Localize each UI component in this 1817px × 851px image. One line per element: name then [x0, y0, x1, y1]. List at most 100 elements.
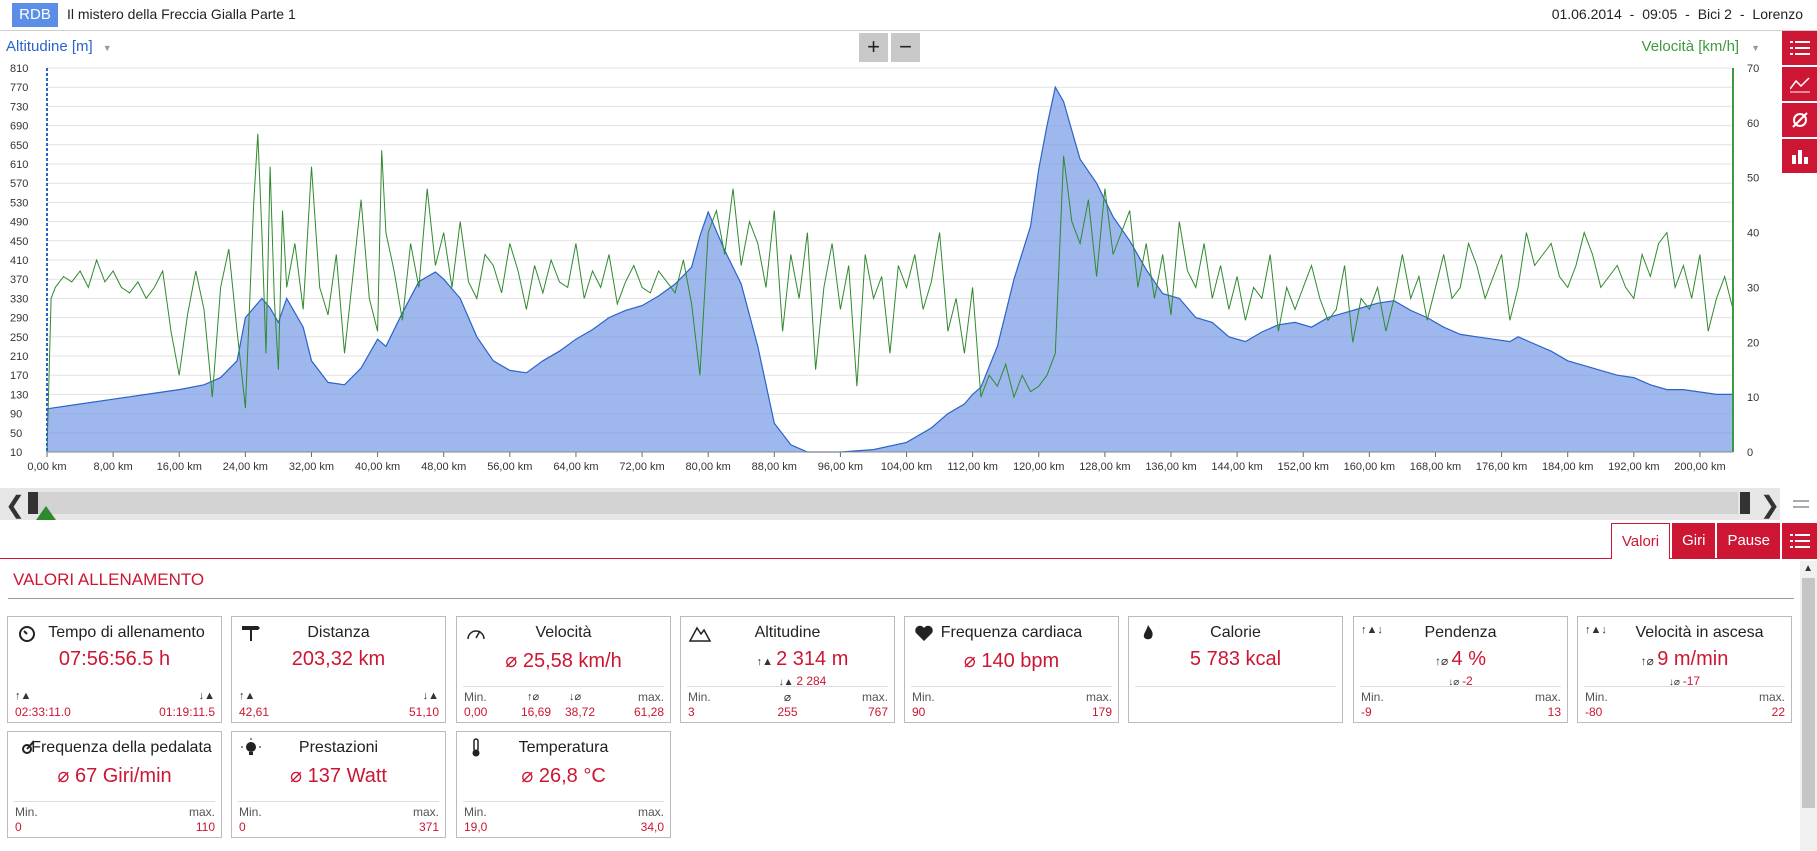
altitude-line	[46, 85, 1733, 453]
nav-right-arrow[interactable]: ❯	[1760, 492, 1781, 519]
average-button[interactable]	[1782, 103, 1817, 137]
max-label: max.	[1534, 690, 1561, 704]
heart-icon	[915, 625, 933, 641]
max-label: max.	[861, 690, 888, 704]
card-title: Temperatura	[518, 739, 609, 756]
downhill-average-icon: ↓⌀	[569, 691, 582, 703]
y-left-tick-label: 250	[10, 332, 28, 344]
right-axis-selector[interactable]: Velocità [km/h] ▼	[1642, 38, 1760, 55]
tab-pause[interactable]: Pause	[1717, 523, 1780, 559]
x-tick-label: 184,00 km	[1542, 461, 1593, 473]
meta-sep: -	[1739, 6, 1745, 22]
downhill-icon: ↓▲	[778, 677, 797, 688]
card-title: Pendenza	[1424, 624, 1497, 641]
card-title: Distanza	[307, 624, 370, 641]
card-sub-value: -17	[1682, 674, 1701, 688]
line-chart-icon	[1790, 77, 1810, 93]
app-logo[interactable]: RDB	[12, 3, 58, 27]
line-chart-button[interactable]	[1782, 67, 1817, 101]
y-left-tick-label: 10	[10, 447, 22, 459]
section-title: VALORI ALLENAMENTO	[13, 570, 205, 589]
max-label: max.	[637, 805, 664, 819]
y-right-tick-label: 30	[1747, 282, 1759, 294]
card-title: Altitudine	[754, 624, 821, 641]
min-label: Min.	[464, 690, 487, 704]
y-right-tick-label: 0	[1747, 447, 1753, 459]
card-title: Velocità	[535, 624, 592, 641]
card-value: 5 783 kcal	[1189, 648, 1282, 670]
max-label: max.	[1085, 690, 1112, 704]
x-tick-label: 56,00 km	[487, 461, 532, 473]
y-left-tick-label: 370	[10, 274, 28, 286]
chevron-down-icon: ▼	[1751, 43, 1760, 53]
uphill-icon: ↑▲	[15, 690, 32, 702]
zoom-out-button[interactable]: −	[891, 33, 920, 62]
workout-bike: Bici 2	[1697, 6, 1732, 22]
max-value: 22	[1771, 705, 1785, 719]
chevron-down-icon: ▼	[102, 43, 112, 53]
x-tick-label: 48,00 km	[421, 461, 466, 473]
scroll-up-arrow[interactable]: ▲	[1803, 563, 1813, 574]
y-left-tick-label: 530	[10, 197, 28, 209]
y-left-tick-label: 410	[10, 255, 28, 267]
x-tick-label: 112,00 km	[947, 461, 998, 473]
card-title: Frequenza cardiaca	[940, 624, 1083, 641]
card-temperatura: Temperatura ⌀ 26,8 °C Min. max. 19,0 34,…	[456, 731, 671, 838]
card-title: Frequenza della pedalata	[31, 739, 212, 756]
mountain-icon	[689, 626, 711, 642]
card-value: 07:56:56.5 h	[58, 648, 171, 670]
x-tick-label: 192,00 km	[1608, 461, 1659, 473]
y-right-tick-label: 20	[1747, 337, 1759, 349]
y-left-tick-label: 210	[10, 351, 28, 363]
card-pendenza: ↑▲↓ Pendenza ↑⌀ 4 % ↓⌀ -2 Min. max. -9 1…	[1353, 616, 1568, 723]
drag-handle-icon[interactable]	[1793, 500, 1809, 508]
min-label: Min.	[912, 690, 935, 704]
avg-label: ⌀	[783, 690, 792, 704]
min-label: Min.	[1361, 690, 1384, 704]
tab-list-button[interactable]	[1782, 523, 1817, 559]
y-left-tick-label: 170	[10, 370, 28, 382]
max-value: 61,28	[633, 705, 664, 719]
x-tick-label: 160,00 km	[1344, 461, 1395, 473]
zoom-in-button[interactable]: +	[859, 33, 888, 62]
card-sub-row: ↓▲ 2 284	[681, 674, 894, 688]
min-label: Min.	[688, 690, 711, 704]
bulb-icon	[241, 738, 261, 755]
card-title: Calorie	[1210, 624, 1261, 641]
range-track[interactable]	[38, 492, 1738, 514]
y-left-tick-label: 810	[10, 63, 28, 75]
workout-meta: 01.06.2014 - 09:05 - Bici 2 - Lorenzo	[1548, 6, 1803, 22]
card-value: ⌀ 26,8 °C	[521, 765, 606, 787]
range-handle-left[interactable]	[28, 492, 38, 514]
min-value: -9	[1361, 705, 1372, 719]
x-tick-label: 96,00 km	[818, 461, 863, 473]
scrollbar-thumb[interactable]	[1802, 578, 1815, 808]
card-divider	[1584, 686, 1785, 687]
altitude-speed-chart[interactable]: 10 50 90 130 170 210 250 290 330 370 410 450 490 530 5…	[0, 62, 1780, 482]
altitude-area	[47, 87, 1733, 452]
card-sub-row: ↓⌀ -2	[1354, 674, 1567, 688]
y-left-tick-label: 570	[10, 178, 28, 190]
slope-icon: ↑▲↓	[1361, 624, 1383, 636]
nav-left-arrow[interactable]: ❮	[5, 492, 26, 519]
uphill-icon: ↑▲	[239, 690, 256, 702]
position-marker-icon[interactable]	[36, 506, 56, 520]
y-left-tick-label: 450	[10, 236, 28, 248]
tab-giri[interactable]: Giri	[1672, 523, 1716, 559]
range-handle-right[interactable]	[1740, 492, 1750, 514]
bar-chart-button[interactable]	[1782, 139, 1817, 173]
card-calorie: Calorie 5 783 kcal	[1128, 616, 1343, 723]
card-divider	[911, 686, 1112, 687]
average-icon	[1792, 112, 1808, 128]
right-axis-title: Velocità [km/h]	[1641, 38, 1740, 55]
left-axis-title: Altitudine [m]	[6, 38, 93, 55]
x-tick-label: 128,00 km	[1079, 461, 1130, 473]
card-sub-row: ↓⌀ -17	[1578, 674, 1791, 688]
y-left-tick-label: 90	[10, 409, 22, 421]
y-left-tick-label: 330	[10, 293, 28, 305]
card-value-row: ↑⌀ 9 m/min	[1578, 648, 1791, 671]
tab-valori[interactable]: Valori	[1610, 523, 1671, 559]
left-axis-selector[interactable]: Altitudine [m] ▼	[6, 38, 112, 55]
flame-icon	[1143, 625, 1153, 640]
list-view-button[interactable]	[1782, 31, 1817, 65]
